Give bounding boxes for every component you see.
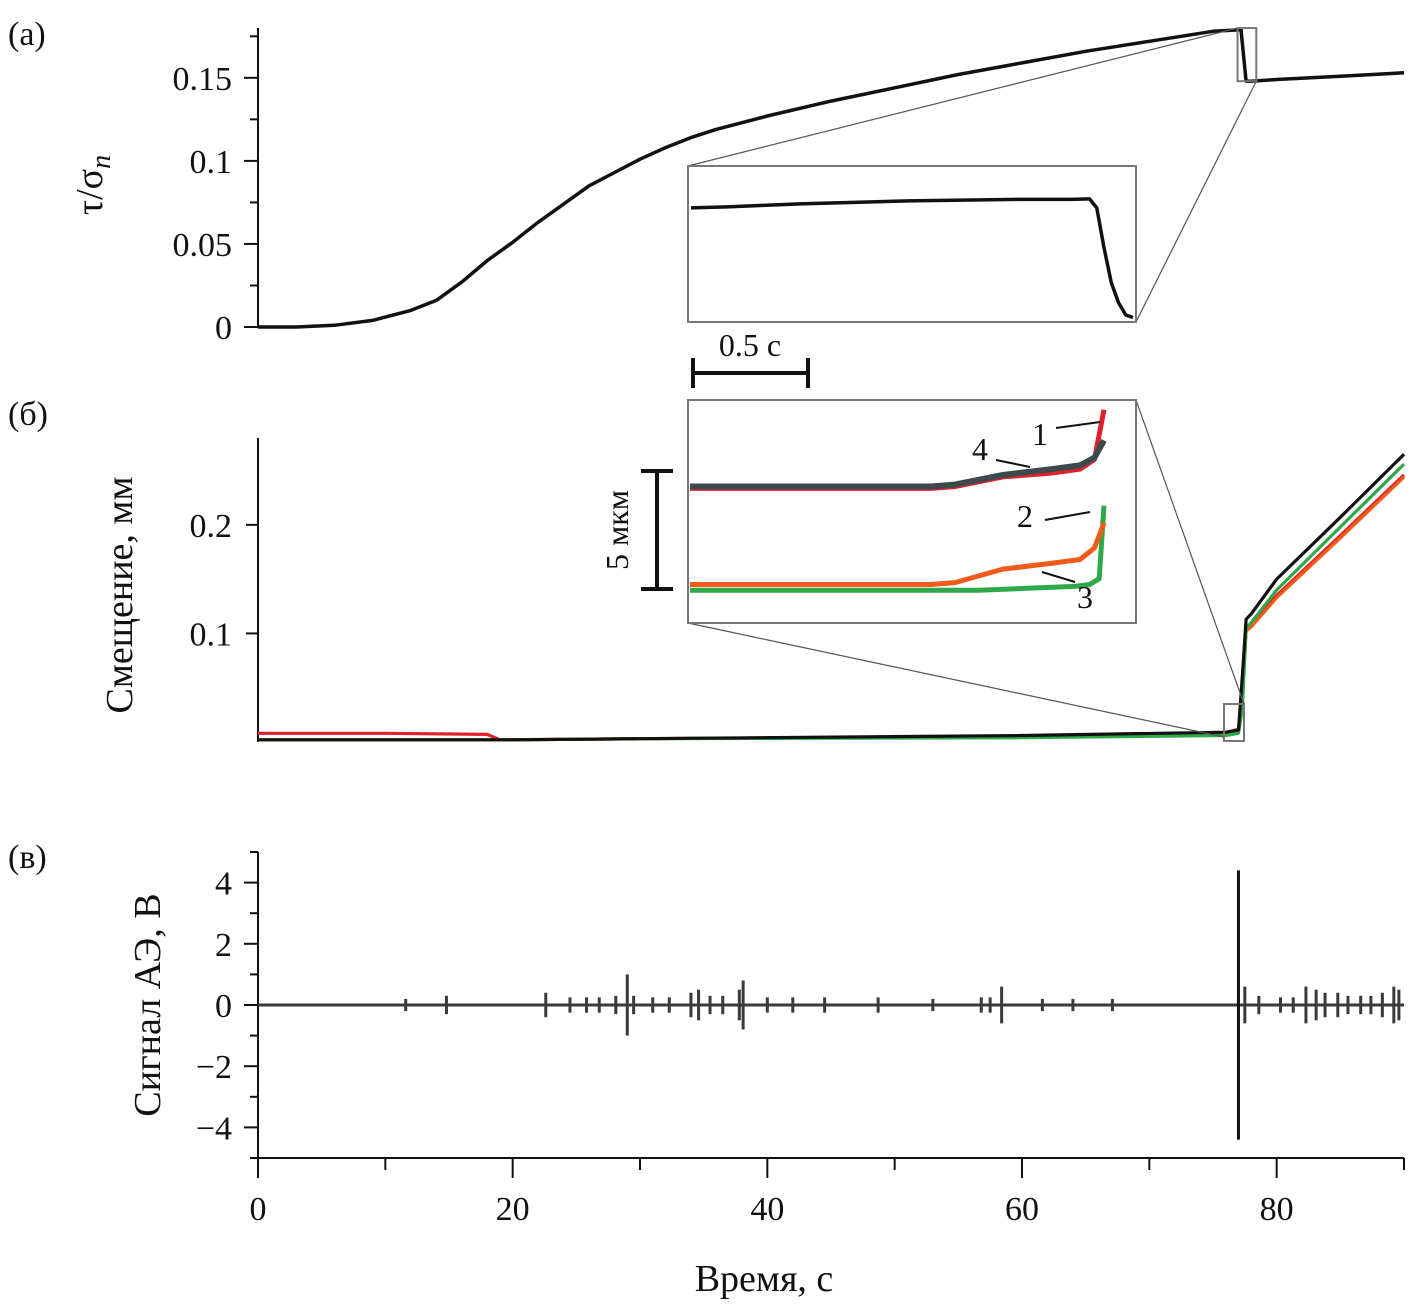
panel-a-zoom-box [1236,27,1258,83]
panel-a-zoom-connector [1135,80,1257,323]
time-scale-bar-label: 0.5 с [719,327,781,363]
time-scale-bar: 0.5 с [691,327,810,388]
curve-label-3: 3 [1077,579,1093,615]
panel-c-y-axis-label: Сигнал АЭ, В [127,893,169,1116]
panel-a-inset-frame [687,165,1137,323]
x-axis-label: Время, с [695,1258,834,1300]
inset-displacement-line-3 [690,505,1107,593]
panel-a-y-axis: 0 0.05 0.1 0.15 [173,28,259,347]
panel-b-zoom-connector [1135,399,1245,705]
panel-a-label: (а) [8,16,46,53]
panel-b-y-axis: 0.1 0.2 [190,438,259,742]
displacement-line-4 [258,453,1406,742]
x-tick-label: 20 [496,1191,530,1228]
panel-c-y-tick-label: 4 [215,866,232,903]
panel-c-y-tick-label: −4 [196,1110,232,1147]
panel-b: (б) 0.1 0.2 Смещение, мм 1 2 3 4 5 мкм [8,396,1406,742]
panel-a-inset-line [690,197,1134,320]
panel-a-inset [687,27,1257,323]
curve-label-leader-4 [995,459,1031,468]
x-tick-label: 40 [750,1191,784,1228]
panel-a-plot [258,27,1405,329]
panel-b-plot [258,453,1406,742]
panel-c-y-tick-label: −2 [196,1049,232,1086]
panel-a-y-tick-label: 0.1 [190,144,233,181]
displacement-scale-bar: 5 мкм [599,469,673,591]
panel-b-zoom-box [1223,703,1245,742]
panel-a-y-tick-label: 0.15 [173,61,233,98]
inset-displacement-line-4 [690,438,1107,490]
displacement-scale-bar-label: 5 мкм [599,490,635,570]
panel-b-y-axis-label: Смещение, мм [99,476,141,713]
panel-a-y-tick-label: 0.05 [173,227,233,264]
stress-ratio-line [258,27,1405,329]
panel-a-zoom-connector [687,27,1238,167]
panel-b-label: (б) [8,396,48,433]
panel-a-y-tick-label: 0 [215,310,232,347]
curve-label-leader-1 [1055,421,1101,429]
panel-b-zoom-connector [687,622,1225,738]
panel-a-y-axis-label: τ/σn [69,155,117,215]
inset-displacement-line-2 [690,522,1107,587]
x-tick-label: 60 [1005,1191,1039,1228]
panel-c-y-tick-label: 0 [215,988,232,1025]
curve-label-2: 2 [1017,498,1033,534]
curve-label-leader-2 [1044,511,1091,521]
x-tick-label: 0 [250,1191,267,1228]
curve-label-leader-3 [1041,571,1076,583]
panel-a: (а) 0 0.05 0.1 0.15 τ/σn 0.5 с [8,16,1405,388]
panel-b-inset: 1 2 3 4 [687,399,1245,738]
x-tick-label: 80 [1260,1191,1294,1228]
panel-c-plot [258,870,1404,1140]
panel-c-label: (в) [8,839,47,876]
panel-b-y-tick-label: 0.2 [190,508,233,545]
panel-b-y-tick-label: 0.1 [190,616,233,653]
curve-label-1: 1 [1032,416,1048,452]
curve-label-4: 4 [972,431,988,467]
panel-c-y-tick-label: 2 [215,927,232,964]
